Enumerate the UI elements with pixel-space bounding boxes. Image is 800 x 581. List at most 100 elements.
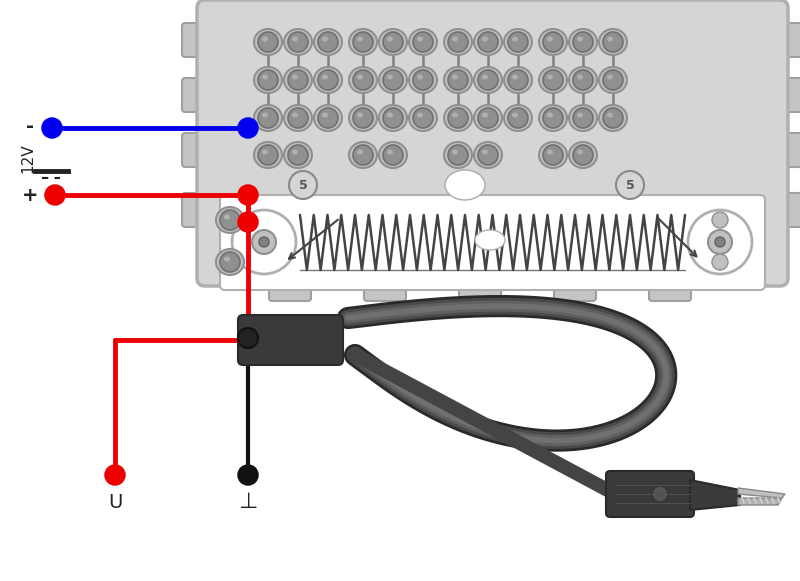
FancyBboxPatch shape bbox=[269, 0, 311, 13]
Circle shape bbox=[220, 210, 240, 230]
Circle shape bbox=[708, 230, 732, 254]
Ellipse shape bbox=[224, 256, 230, 261]
Circle shape bbox=[318, 70, 338, 90]
Ellipse shape bbox=[357, 74, 363, 80]
FancyBboxPatch shape bbox=[238, 315, 343, 365]
Circle shape bbox=[46, 186, 64, 204]
Circle shape bbox=[258, 32, 278, 52]
Circle shape bbox=[603, 32, 623, 52]
FancyBboxPatch shape bbox=[364, 0, 406, 13]
Text: ⊥: ⊥ bbox=[238, 492, 258, 512]
Ellipse shape bbox=[254, 67, 282, 93]
Circle shape bbox=[383, 70, 403, 90]
Ellipse shape bbox=[569, 29, 597, 55]
Ellipse shape bbox=[417, 37, 423, 41]
Circle shape bbox=[353, 145, 373, 165]
Circle shape bbox=[383, 145, 403, 165]
Circle shape bbox=[258, 145, 278, 165]
Ellipse shape bbox=[452, 74, 458, 80]
Circle shape bbox=[478, 145, 498, 165]
Circle shape bbox=[259, 237, 269, 247]
Circle shape bbox=[448, 32, 468, 52]
Ellipse shape bbox=[417, 74, 423, 80]
Circle shape bbox=[288, 108, 308, 128]
Ellipse shape bbox=[539, 29, 567, 55]
Circle shape bbox=[448, 108, 468, 128]
Ellipse shape bbox=[504, 67, 532, 93]
Text: 5: 5 bbox=[626, 178, 634, 192]
Polygon shape bbox=[690, 480, 740, 510]
Ellipse shape bbox=[254, 29, 282, 55]
FancyBboxPatch shape bbox=[775, 133, 800, 167]
Ellipse shape bbox=[444, 29, 472, 55]
Ellipse shape bbox=[607, 74, 613, 80]
Ellipse shape bbox=[387, 149, 393, 155]
Ellipse shape bbox=[349, 29, 377, 55]
Circle shape bbox=[353, 70, 373, 90]
Ellipse shape bbox=[292, 113, 298, 117]
Ellipse shape bbox=[292, 74, 298, 80]
Circle shape bbox=[353, 32, 373, 52]
Circle shape bbox=[288, 32, 308, 52]
Ellipse shape bbox=[216, 207, 244, 233]
Ellipse shape bbox=[547, 74, 553, 80]
Ellipse shape bbox=[512, 74, 518, 80]
Ellipse shape bbox=[539, 105, 567, 131]
Circle shape bbox=[688, 210, 752, 274]
Ellipse shape bbox=[379, 67, 407, 93]
Ellipse shape bbox=[224, 214, 230, 220]
Ellipse shape bbox=[379, 29, 407, 55]
Circle shape bbox=[383, 108, 403, 128]
Ellipse shape bbox=[474, 29, 502, 55]
Circle shape bbox=[413, 32, 433, 52]
Circle shape bbox=[543, 108, 563, 128]
Circle shape bbox=[508, 70, 528, 90]
Ellipse shape bbox=[474, 67, 502, 93]
Text: U: U bbox=[108, 493, 122, 511]
Circle shape bbox=[508, 108, 528, 128]
Text: -: - bbox=[26, 117, 34, 135]
Circle shape bbox=[543, 145, 563, 165]
FancyBboxPatch shape bbox=[775, 23, 800, 57]
Ellipse shape bbox=[314, 29, 342, 55]
Ellipse shape bbox=[599, 29, 627, 55]
Ellipse shape bbox=[357, 149, 363, 155]
Ellipse shape bbox=[387, 113, 393, 117]
Circle shape bbox=[238, 328, 258, 348]
Ellipse shape bbox=[577, 113, 583, 117]
Ellipse shape bbox=[314, 105, 342, 131]
Circle shape bbox=[239, 119, 257, 137]
Ellipse shape bbox=[539, 142, 567, 168]
Ellipse shape bbox=[452, 37, 458, 41]
Ellipse shape bbox=[444, 67, 472, 93]
Circle shape bbox=[353, 108, 373, 128]
Ellipse shape bbox=[349, 67, 377, 93]
Ellipse shape bbox=[569, 105, 597, 131]
Circle shape bbox=[448, 145, 468, 165]
FancyBboxPatch shape bbox=[269, 273, 311, 301]
Ellipse shape bbox=[314, 67, 342, 93]
Circle shape bbox=[573, 70, 593, 90]
Ellipse shape bbox=[387, 37, 393, 41]
Polygon shape bbox=[738, 488, 785, 498]
Ellipse shape bbox=[379, 105, 407, 131]
Ellipse shape bbox=[349, 105, 377, 131]
FancyBboxPatch shape bbox=[775, 193, 800, 227]
FancyBboxPatch shape bbox=[182, 133, 210, 167]
Ellipse shape bbox=[577, 37, 583, 41]
Ellipse shape bbox=[504, 105, 532, 131]
Circle shape bbox=[543, 70, 563, 90]
Ellipse shape bbox=[417, 113, 423, 117]
Ellipse shape bbox=[569, 142, 597, 168]
Ellipse shape bbox=[444, 105, 472, 131]
Circle shape bbox=[616, 171, 644, 199]
Ellipse shape bbox=[262, 113, 268, 117]
Ellipse shape bbox=[452, 149, 458, 155]
Circle shape bbox=[383, 32, 403, 52]
FancyBboxPatch shape bbox=[649, 273, 691, 301]
Circle shape bbox=[478, 108, 498, 128]
FancyBboxPatch shape bbox=[459, 0, 501, 13]
Text: +: + bbox=[22, 185, 38, 205]
Circle shape bbox=[252, 230, 276, 254]
Ellipse shape bbox=[474, 105, 502, 131]
